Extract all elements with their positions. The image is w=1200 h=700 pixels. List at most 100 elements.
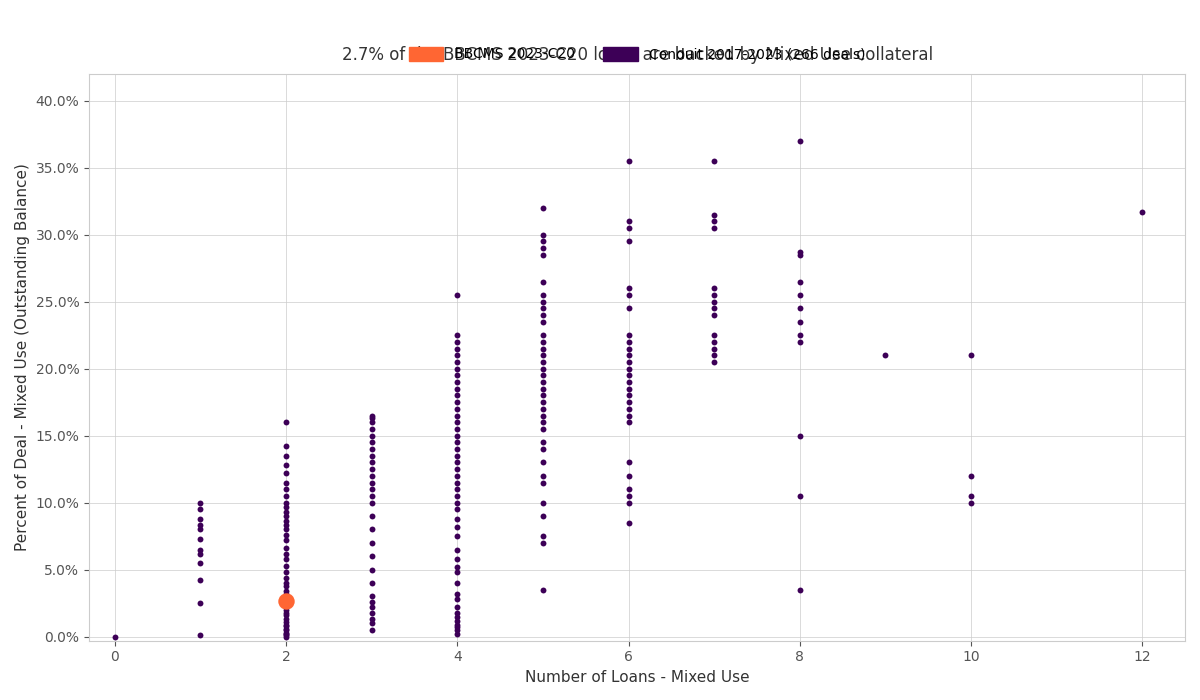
Point xyxy=(276,510,295,522)
Point xyxy=(533,477,552,488)
Point xyxy=(961,349,980,360)
Point xyxy=(619,470,638,482)
Point xyxy=(362,596,382,608)
Point xyxy=(362,470,382,482)
Point xyxy=(619,410,638,421)
Point xyxy=(276,607,295,618)
Point xyxy=(533,497,552,508)
Point xyxy=(276,630,295,641)
Point xyxy=(362,457,382,468)
Point xyxy=(276,524,295,535)
Point xyxy=(876,349,895,360)
Point xyxy=(448,457,467,468)
Point xyxy=(276,631,295,643)
Point xyxy=(704,336,724,347)
Point xyxy=(276,441,295,452)
Point xyxy=(704,302,724,314)
Point xyxy=(276,623,295,634)
Point xyxy=(619,517,638,528)
Point xyxy=(276,497,295,508)
Point xyxy=(619,377,638,388)
Point xyxy=(362,617,382,629)
Point xyxy=(448,531,467,542)
Legend: BBCMS 2023-C20, Conduit 2017-2023 (266 deals): BBCMS 2023-C20, Conduit 2017-2023 (266 d… xyxy=(403,41,871,67)
Point xyxy=(448,619,467,630)
Point xyxy=(448,594,467,605)
Point xyxy=(533,289,552,300)
Point xyxy=(276,601,295,612)
Point xyxy=(276,596,295,608)
Point xyxy=(362,450,382,461)
Point xyxy=(448,611,467,622)
Point xyxy=(448,416,467,428)
Point xyxy=(448,463,467,475)
Point xyxy=(533,416,552,428)
Point xyxy=(533,437,552,448)
Point xyxy=(533,383,552,394)
Point xyxy=(362,578,382,589)
Point xyxy=(276,629,295,640)
Point xyxy=(362,430,382,441)
Point xyxy=(619,390,638,401)
Point xyxy=(704,289,724,300)
Point xyxy=(619,289,638,300)
Point xyxy=(362,601,382,612)
Point xyxy=(961,491,980,502)
Point xyxy=(276,588,295,599)
Point xyxy=(790,276,809,287)
Point xyxy=(533,531,552,542)
Point xyxy=(533,302,552,314)
Point xyxy=(704,216,724,227)
Point xyxy=(276,529,295,540)
Point xyxy=(276,501,295,512)
Point xyxy=(448,403,467,414)
Point xyxy=(191,497,210,508)
Point xyxy=(276,468,295,479)
Point xyxy=(276,627,295,638)
Point xyxy=(619,349,638,360)
Point xyxy=(619,491,638,502)
Point xyxy=(961,470,980,482)
Point xyxy=(790,330,809,341)
Point xyxy=(533,236,552,247)
Point xyxy=(276,520,295,531)
Point xyxy=(619,497,638,508)
Point xyxy=(448,554,467,565)
Point xyxy=(362,491,382,502)
Title: 2.7% of the BBCMS 2023-C20 loans are backed by Mixed Use collateral: 2.7% of the BBCMS 2023-C20 loans are bac… xyxy=(342,46,932,64)
Point xyxy=(619,383,638,394)
Point xyxy=(619,223,638,234)
Point xyxy=(276,578,295,589)
Point xyxy=(533,202,552,214)
Point xyxy=(790,430,809,441)
Point xyxy=(533,242,552,253)
Point xyxy=(790,249,809,260)
Point xyxy=(276,450,295,461)
Point xyxy=(448,470,467,482)
Point xyxy=(448,477,467,488)
Point xyxy=(276,594,295,605)
Point xyxy=(704,283,724,294)
Point xyxy=(362,591,382,602)
Point xyxy=(448,444,467,455)
Point xyxy=(448,578,467,589)
Point xyxy=(704,296,724,307)
Point xyxy=(448,588,467,599)
Point xyxy=(191,575,210,586)
Point xyxy=(276,585,295,596)
Point xyxy=(448,567,467,578)
Point xyxy=(448,544,467,555)
Point xyxy=(106,631,125,643)
Point xyxy=(533,229,552,240)
Point xyxy=(704,343,724,354)
Point xyxy=(276,619,295,630)
Point xyxy=(619,370,638,381)
Point xyxy=(191,598,210,609)
Point xyxy=(619,363,638,374)
Point xyxy=(191,520,210,531)
Point xyxy=(448,513,467,524)
Point xyxy=(276,560,295,571)
Point xyxy=(448,390,467,401)
Point xyxy=(448,484,467,495)
Point xyxy=(619,283,638,294)
